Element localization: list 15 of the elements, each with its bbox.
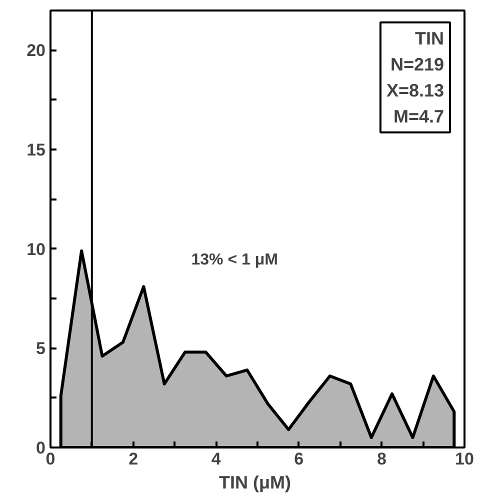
y-tick-label: 20: [26, 41, 46, 60]
x-tick-label: 10: [455, 450, 474, 468]
annotation: M=4.7: [393, 106, 444, 126]
annotation: X=8.13: [386, 80, 444, 100]
x-tick-label: 2: [128, 450, 138, 468]
x-axis-title: TIN (μM): [219, 472, 292, 492]
y-tick-label: 15: [26, 140, 46, 160]
x-tick-label: 6: [294, 450, 304, 468]
y-tick-label: 10: [26, 240, 46, 259]
x-tick-label: 4: [211, 450, 222, 468]
annotation: TIN: [415, 28, 444, 48]
annotation: 13% < 1 μM: [191, 251, 278, 268]
x-tick-label: 8: [376, 450, 386, 468]
y-tick-label: 5: [36, 339, 46, 358]
annotation: N=219: [390, 54, 444, 74]
